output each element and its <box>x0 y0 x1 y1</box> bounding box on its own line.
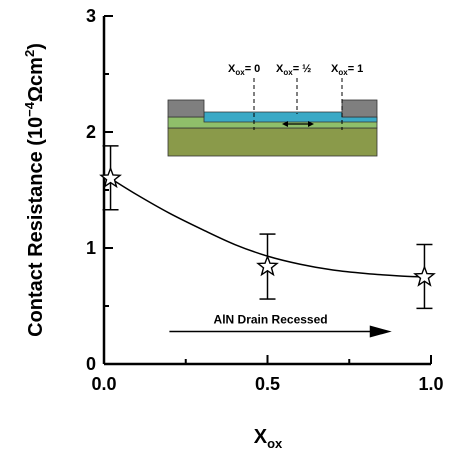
annotation-arrow-head <box>369 325 392 338</box>
y-axis-title: Contact Resistance (10−4Ωcm2) <box>22 43 47 337</box>
annotation-text: AlN Drain Recessed <box>214 313 328 327</box>
y-tick-label: 0 <box>86 354 96 374</box>
inset-arrow-head-left <box>282 121 288 127</box>
data-point-star <box>99 166 122 189</box>
data-markers <box>99 166 436 287</box>
data-point-star <box>413 265 436 287</box>
y-tick-label: 3 <box>86 6 96 26</box>
y-axis-title-close: ) <box>25 43 47 50</box>
x-tick-label: 0.5 <box>255 374 280 394</box>
inset-label-1-eq: = 0 <box>245 63 261 75</box>
inset-label-1-main: X <box>228 63 236 75</box>
annotation-arrow: AlN Drain Recessed <box>169 313 392 338</box>
inset-arrow-head-right <box>308 121 314 127</box>
inset-contact-right <box>341 99 378 118</box>
inset-label-3-eq: = 1 <box>348 63 364 75</box>
y-axis-title-unit-sup: 2 <box>22 50 37 57</box>
inset-schematic: Xox= 0 Xox= ½ Xox= 1 <box>167 63 378 157</box>
inset-label-2-sub: ox <box>283 68 293 77</box>
y-tick-label: 2 <box>86 122 96 142</box>
inset-label-1-sub: ox <box>235 68 245 77</box>
tick-labels: 0.0 0.5 1.0 0 1 2 3 <box>86 6 444 394</box>
y-axis-title-main: Contact Resistance (10 <box>25 117 47 337</box>
inset-label-1: Xox= 0 <box>228 63 260 77</box>
inset-label-2-eq: = ½ <box>293 63 312 75</box>
x-axis-title-main: X <box>254 426 268 448</box>
inset-contact-left <box>167 99 205 118</box>
inset-label-3-sub: ox <box>338 68 348 77</box>
inset-label-2: Xox= ½ <box>276 63 311 77</box>
inset-label-3: Xox= 1 <box>331 63 363 77</box>
y-axis-title-unit: Ωcm <box>25 57 47 102</box>
y-tick-label: 1 <box>86 238 96 258</box>
x-axis-title: Xox <box>254 426 283 451</box>
data-point-star <box>256 254 279 277</box>
x-tick-label: 1.0 <box>418 374 443 394</box>
x-axis-title-sub: ox <box>267 436 283 451</box>
y-axis-title-sup: −4 <box>22 101 37 117</box>
x-tick-label: 0.0 <box>91 374 116 394</box>
inset-label-2-main: X <box>276 63 284 75</box>
ticks <box>103 15 432 365</box>
inset-label-3-main: X <box>331 63 339 75</box>
inset-substrate <box>167 127 378 157</box>
error-bars <box>102 145 433 310</box>
